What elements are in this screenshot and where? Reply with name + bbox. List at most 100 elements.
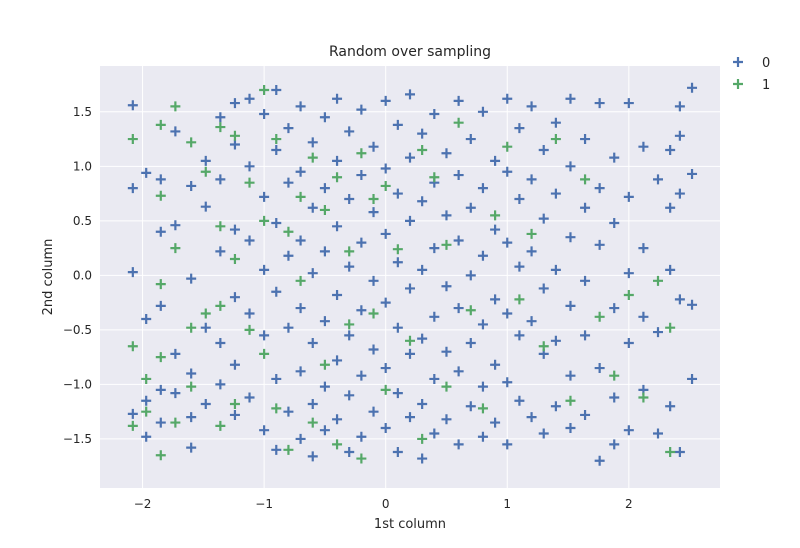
series-0-point [215,337,226,348]
series-0-point [490,359,501,370]
series-0-point [550,117,561,128]
series-0-point [580,275,591,286]
series-1-point [186,381,197,392]
series-1-point [141,373,152,384]
series-0-point [170,348,181,359]
series-0-point [244,161,255,172]
series-1-point [623,289,634,300]
series-0-point [295,433,306,444]
series-0-point [170,388,181,399]
series-0-point [186,368,197,379]
series-0-point [514,123,525,134]
series-0-point [356,305,367,316]
series-0-point [502,237,513,248]
series-0-point [283,406,294,417]
series-0-point [429,373,440,384]
series-0-point [229,292,240,303]
series-0-point [283,177,294,188]
series-0-point [674,188,685,199]
series-0-point [665,202,676,213]
series-0-point [594,239,605,250]
x-tick-label: −2 [134,497,152,511]
series-0-point [526,246,537,257]
series-0-point [295,166,306,177]
series-0-point [687,373,698,384]
series-0-point [307,137,318,148]
series-0-point [417,399,428,410]
series-1-point [215,420,226,431]
series-0-point [453,366,464,377]
series-0-point [155,300,166,311]
series-0-point [465,202,476,213]
series-1-point [332,439,343,450]
series-0-point [514,261,525,272]
series-0-point [344,390,355,401]
series-0-point [200,201,211,212]
series-0-point [429,108,440,119]
series-0-point [392,119,403,130]
series-0-point [380,228,391,239]
series-0-point [271,286,282,297]
series-0-point [550,264,561,275]
series-0-point [244,308,255,319]
series-0-point [502,439,513,450]
y-tick-label: −1.0 [63,377,92,391]
series-0-point [538,283,549,294]
series-0-point [550,401,561,412]
series-1-point [215,300,226,311]
series-1-point [344,319,355,330]
series-0-point [674,294,685,305]
series-1-point [638,392,649,403]
series-0-point [307,202,318,213]
series-1-point [259,84,270,95]
series-0-point [453,95,464,106]
series-1-point [514,294,525,305]
series-0-point [200,155,211,166]
series-0-point [594,455,605,466]
series-0-point [565,161,576,172]
y-tick-labels: −1.5 −1.0 −0.5 0.0 0.5 1.0 1.5 [63,105,92,446]
series-0-point [259,264,270,275]
series-1-point [127,420,138,431]
series-1-point [155,450,166,461]
series-0-point [565,93,576,104]
series-0-point [368,207,379,218]
series-1-point [229,399,240,410]
series-0-point [127,408,138,419]
series-0-point [538,144,549,155]
series-0-point [490,155,501,166]
series-0-point [477,381,488,392]
series-1-point [356,453,367,464]
series-0-point [514,194,525,205]
series-1-point [307,152,318,163]
series-0-point [674,130,685,141]
series-1-point [465,305,476,316]
series-1-point [429,172,440,183]
series-0-point [580,330,591,341]
x-tick-labels: −2 −1 0 1 2 [134,497,633,511]
series-1-point [307,417,318,428]
series-0-point [687,299,698,310]
series-1-point [200,308,211,319]
series-0-point [271,444,282,455]
series-1-point [155,352,166,363]
series-0-point [623,268,634,279]
series-0-point [295,101,306,112]
series-0-point [514,330,525,341]
series-0-point [580,409,591,420]
series-1-point [141,406,152,417]
chart-title: Random over sampling [329,44,491,60]
series-0-point [392,188,403,199]
series-0-point [526,412,537,423]
series-1-point [417,144,428,155]
series-1-point [580,174,591,185]
series-0-point [441,210,452,221]
series-1-point [332,172,343,183]
series-0-point [215,112,226,123]
series-0-point [141,167,152,178]
series-0-point [295,235,306,246]
series-0-point [594,98,605,109]
series-0-point [229,139,240,150]
series-0-point [155,226,166,237]
series-1-point [538,341,549,352]
